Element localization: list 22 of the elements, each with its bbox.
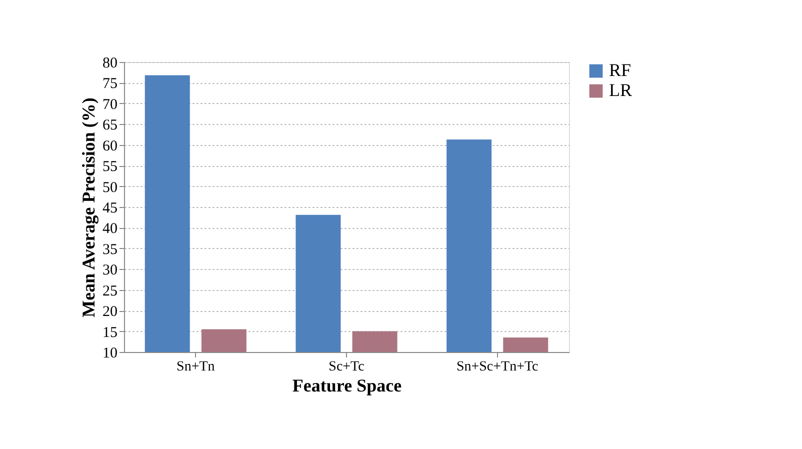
legend-label: RF: [609, 60, 632, 80]
y-tick-label: 80: [102, 56, 118, 72]
y-tick-label: 45: [102, 200, 118, 216]
y-tick-label: 75: [102, 76, 118, 92]
y-tick-label: 70: [102, 96, 118, 113]
y-tick-label: 65: [102, 118, 118, 134]
y-tick-label: 50: [102, 180, 118, 196]
y-tick-label: 10: [102, 346, 118, 362]
y-tick-label: 40: [102, 221, 118, 238]
y-tick-label: 60: [102, 138, 118, 154]
y-tick-label: 35: [102, 242, 118, 258]
legend-label: LR: [609, 80, 632, 100]
x-tick-label: Sn+Tn: [176, 360, 215, 374]
y-tick-label: 25: [102, 283, 118, 300]
x-tick-label: Sn+Sc+Tn+Tc: [456, 360, 538, 374]
y-tick-label: 55: [102, 159, 118, 176]
y-tick-label: 20: [102, 304, 118, 320]
x-tick-label: Sc+Tc: [328, 360, 364, 374]
y-tick-label: 15: [102, 324, 118, 341]
y-tick-label: 30: [102, 262, 118, 279]
x-axis-title: Feature Space: [292, 376, 402, 396]
y-axis-title: Mean Average Precision (%): [78, 98, 98, 318]
